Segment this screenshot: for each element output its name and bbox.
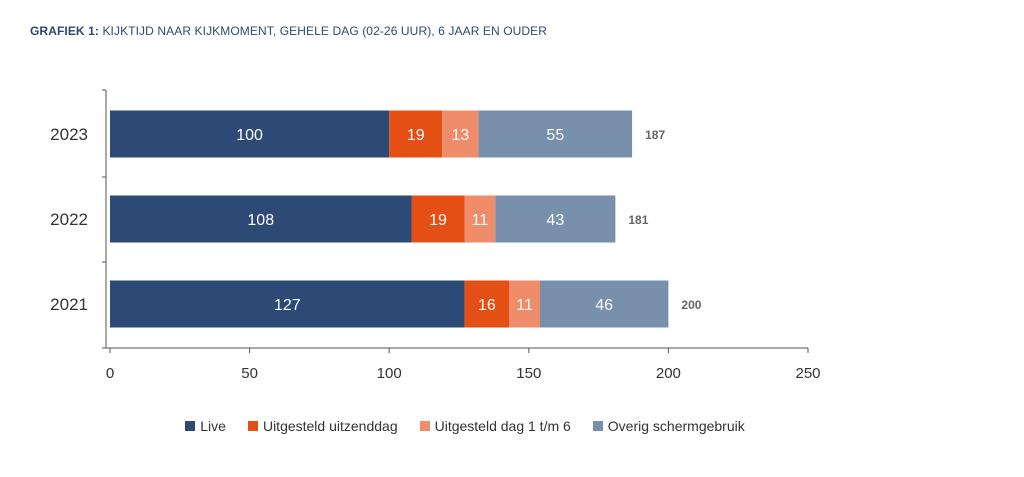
bar-segment-2021-1 (464, 280, 510, 328)
chart-title-text: KIJKTIJD NAAR KIJKMOMENT, GEHELE DAG (02… (102, 24, 548, 38)
category-label-2022: 2022 (50, 210, 88, 229)
bar-segment-2021-0 (110, 280, 465, 328)
data-label-2021-0: 127 (274, 297, 301, 314)
data-label-2023-0: 100 (236, 127, 263, 144)
data-label-2021-3: 46 (595, 297, 613, 314)
data-label-2023-2: 13 (451, 127, 469, 144)
legend-item-0: Live (185, 418, 226, 434)
legend-label: Uitgesteld uitzenddag (262, 418, 398, 434)
legend-swatch (247, 421, 258, 431)
legend-label: Overig schermgebruik (607, 418, 745, 434)
legend-item-1: Uitgesteld uitzenddag (247, 418, 398, 434)
data-label-2022-3: 43 (546, 212, 564, 229)
legend-label: Uitgesteld dag 1 t/m 6 (434, 418, 571, 434)
chart-title-prefix: GRAFIEK 1: (30, 24, 100, 38)
bar-segment-2022-1 (411, 195, 465, 243)
bar-segment-2022-2 (464, 195, 496, 243)
bar-segment-2022-0 (110, 195, 412, 243)
bar-segment-2023-2 (442, 110, 479, 158)
data-label-2022-0: 108 (247, 212, 274, 229)
data-label-2022-2: 11 (472, 212, 489, 229)
x-tick-label: 50 (241, 365, 258, 382)
chart-legend: Live Uitgesteld uitzenddag Uitgesteld dag … (0, 418, 930, 434)
legend-item-2: Uitgesteld dag 1 t/m 6 (419, 418, 571, 434)
x-tick-label: 250 (795, 365, 820, 382)
bar-segment-2023-0 (110, 110, 390, 158)
legend-swatch (419, 421, 430, 431)
x-tick-label: 0 (106, 365, 114, 382)
bar-segment-2021-3 (539, 280, 669, 328)
x-tick-label: 150 (516, 365, 541, 382)
legend-swatch (592, 421, 603, 431)
bar-segment-2023-1 (389, 110, 443, 158)
chart-title: GRAFIEK 1: KIJKTIJD NAAR KIJKMOMENT, GEH… (30, 24, 547, 38)
legend-item-3: Overig schermgebruik (592, 418, 745, 434)
x-tick-label: 200 (656, 365, 681, 382)
legend-swatch (185, 421, 196, 431)
data-label-2021-2: 11 (516, 297, 533, 314)
bar-segment-2023-3 (478, 110, 633, 158)
x-tick-label: 100 (377, 365, 402, 382)
bar-segment-2021-2 (509, 280, 540, 328)
bar-segment-2022-3 (495, 195, 616, 243)
data-label-2023-3: 55 (546, 127, 564, 144)
total-label-2021: 200 (681, 298, 701, 312)
total-label-2023: 187 (645, 128, 665, 142)
data-label-2021-1: 16 (478, 297, 496, 314)
data-label-2022-1: 19 (429, 212, 447, 229)
total-label-2022: 181 (628, 213, 648, 227)
legend-label: Live (200, 418, 226, 434)
category-label-2021: 2021 (50, 295, 88, 314)
data-label-2023-1: 19 (407, 127, 425, 144)
category-label-2023: 2023 (50, 125, 88, 144)
